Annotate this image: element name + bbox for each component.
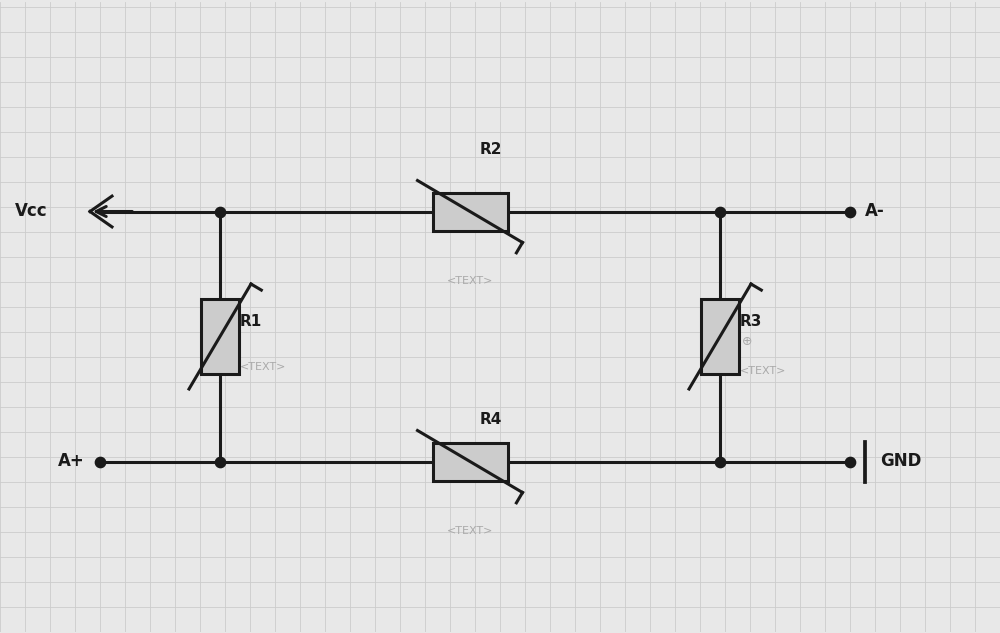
Point — [212, 456, 228, 467]
Text: <TEXT>: <TEXT> — [240, 361, 286, 372]
Text: <TEXT>: <TEXT> — [447, 527, 493, 537]
Text: <TEXT>: <TEXT> — [447, 277, 493, 287]
Point — [842, 456, 858, 467]
Bar — [432, 442, 508, 480]
Point — [712, 456, 728, 467]
Text: A-: A- — [865, 203, 885, 220]
Text: <TEXT>: <TEXT> — [740, 367, 786, 377]
Point — [842, 206, 858, 216]
Point — [712, 206, 728, 216]
Point — [92, 456, 108, 467]
Text: R1: R1 — [240, 314, 262, 329]
Bar — [432, 192, 508, 230]
Bar — [201, 299, 239, 374]
Point — [212, 206, 228, 216]
Text: Vcc: Vcc — [15, 203, 48, 220]
Text: ⊕: ⊕ — [742, 335, 753, 348]
Text: R2: R2 — [480, 142, 503, 156]
Text: R3: R3 — [740, 314, 762, 329]
Text: A+: A+ — [58, 453, 85, 470]
Text: R4: R4 — [480, 411, 502, 427]
Bar — [701, 299, 739, 374]
Text: GND: GND — [880, 453, 921, 470]
